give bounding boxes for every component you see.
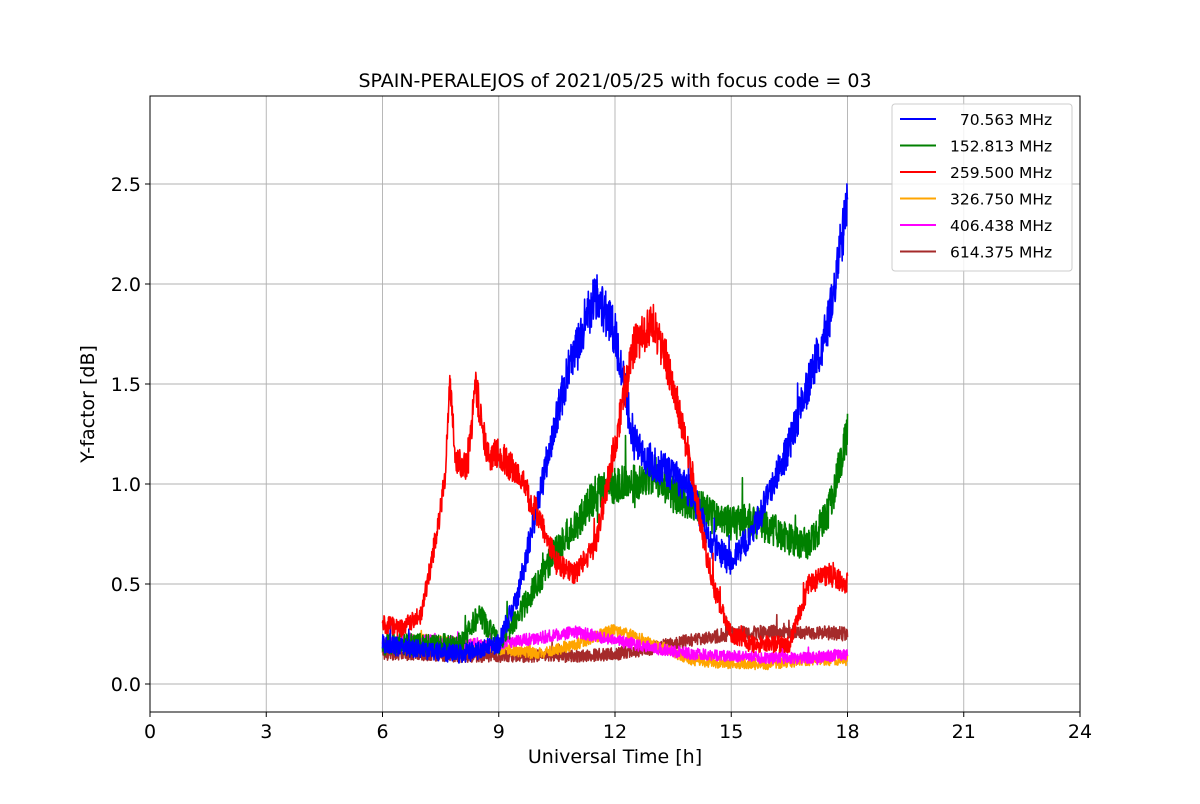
x-tick-label: 9	[493, 721, 505, 743]
y-tick-label: 2.5	[111, 174, 141, 196]
legend-label: 259.500 MHz	[950, 164, 1052, 182]
x-tick-label: 12	[603, 721, 627, 743]
x-tick-label: 6	[376, 721, 388, 743]
legend-label: 70.563 MHz	[950, 111, 1052, 129]
y-tick-label: 1.5	[111, 374, 141, 396]
legend-label: 614.375 MHz	[950, 244, 1052, 262]
x-tick-label: 24	[1068, 721, 1092, 743]
x-tick-label: 18	[835, 721, 859, 743]
x-tick-label: 21	[952, 721, 976, 743]
y-tick-label: 0.5	[111, 574, 141, 596]
series-layer	[381, 183, 849, 671]
y-tick-label: 1.0	[111, 474, 141, 496]
axis-ticks: 0 3 6 9 12 15 18 21 24 0.0 0.5 1.0 1.5 2.0 2.5	[111, 174, 1092, 743]
legend-label: 152.813 MHz	[950, 138, 1052, 156]
y-axis-label: Y-factor [dB]	[77, 345, 99, 464]
y-tick-label: 0.0	[111, 674, 141, 696]
legend-label: 326.750 MHz	[950, 191, 1052, 209]
x-tick-label: 3	[260, 721, 272, 743]
series-line	[381, 303, 849, 654]
legend-label: 406.438 MHz	[950, 217, 1052, 235]
legend-box	[891, 103, 1073, 272]
x-tick-label: 0	[144, 721, 156, 743]
series-line	[381, 183, 849, 664]
legend: 70.563 MHz 152.813 MHz 259.500 MHz 326.750 …	[891, 103, 1073, 272]
y-tick-label: 2.0	[111, 274, 141, 296]
chart-title: SPAIN-PERALEJOS of 2021/05/25 with focus…	[358, 70, 871, 92]
x-tick-label: 15	[719, 721, 743, 743]
x-axis-label: Universal Time [h]	[528, 746, 702, 768]
